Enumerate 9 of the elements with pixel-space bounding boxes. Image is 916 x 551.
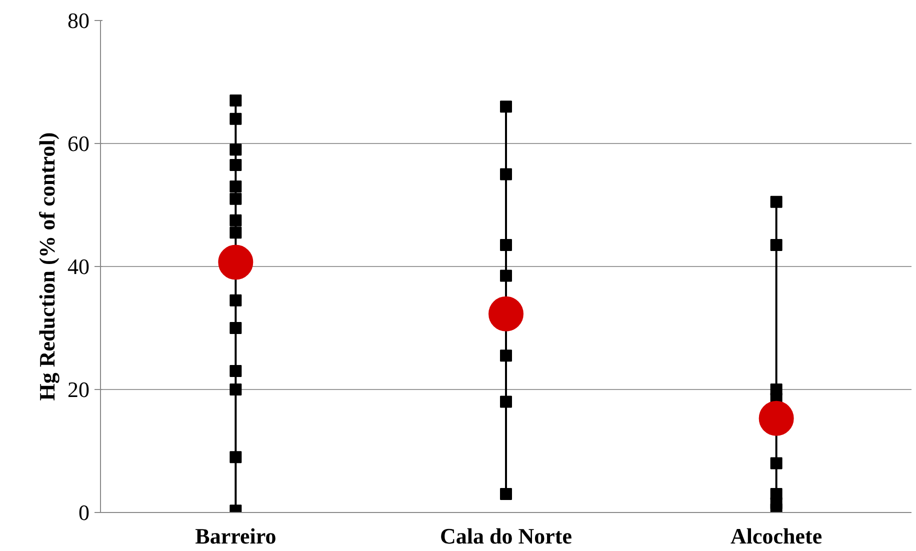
y-tick-label: 20 — [68, 377, 90, 402]
x-tick-label: Alcochete — [730, 524, 822, 548]
y-axis-title: Hg Reduction (% of control) — [34, 132, 60, 401]
y-tick-label: 40 — [68, 254, 90, 279]
x-tick-label: Cala do Norte — [440, 524, 572, 548]
x-tick-label: Barreiro — [195, 524, 276, 548]
y-tick-label: 80 — [68, 8, 90, 33]
y-tick-label: 0 — [78, 500, 90, 525]
y-tick-label: 60 — [68, 131, 90, 156]
